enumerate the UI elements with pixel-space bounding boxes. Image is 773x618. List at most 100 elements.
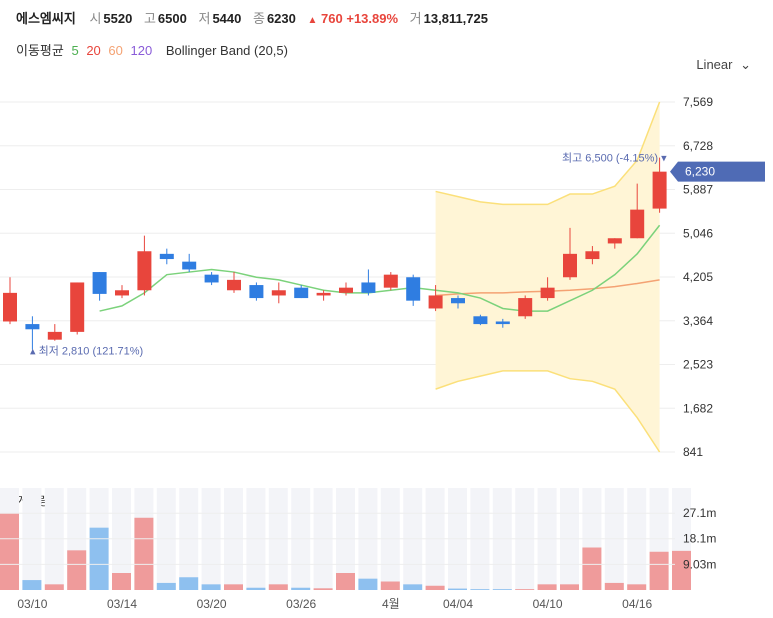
current-price-tag xyxy=(670,161,765,182)
candle-body xyxy=(227,279,241,291)
volume-bar xyxy=(291,587,311,590)
candle-body xyxy=(339,287,353,293)
volume-bar xyxy=(268,584,288,590)
volume-bar xyxy=(201,584,221,590)
y-tick-label: 5,046 xyxy=(683,226,713,240)
ma-legend: 이동평균 5 20 60 120 Bollinger Band (20,5) xyxy=(16,40,292,59)
y-tick-label: 2,523 xyxy=(683,358,713,372)
volume-bar xyxy=(0,513,19,590)
bollinger-toggle[interactable]: Bollinger Band (20,5) xyxy=(165,43,288,58)
candle-body xyxy=(70,282,85,332)
candle-body xyxy=(25,324,40,330)
low-annotation: ▴ 최저 2,810 (121.71%) xyxy=(30,345,143,358)
change-value: 760 xyxy=(321,11,343,26)
volume-bar xyxy=(89,527,109,590)
candle-body xyxy=(451,298,465,304)
candle-body xyxy=(406,277,421,301)
volume-bar xyxy=(403,584,423,590)
x-tick-label: 04/10 xyxy=(533,597,563,611)
candle-body xyxy=(3,292,17,322)
volume-bar xyxy=(134,517,154,590)
candle-body xyxy=(47,331,62,340)
volume-bar xyxy=(470,589,490,590)
volume-bar xyxy=(604,582,624,590)
candle-body xyxy=(607,238,622,244)
candle-body xyxy=(115,290,129,296)
scale-dropdown[interactable]: Linear ⌄ xyxy=(696,57,751,73)
open-label: 시 xyxy=(89,11,102,26)
candle-body xyxy=(294,287,309,299)
x-tick-label: 03/20 xyxy=(197,597,227,611)
candle-body xyxy=(473,316,488,325)
price-header: 에스엠씨지 시 5520 고 6500 저 5440 종 6230 ▲ 760 +13.… xyxy=(16,8,496,27)
high-annotation: 최고 6,500 (-4.15%) ▾ xyxy=(562,152,667,165)
close-label: 종 xyxy=(252,11,265,26)
candle-body xyxy=(518,298,533,317)
x-tick-label: 4월 xyxy=(382,597,400,611)
candle-body xyxy=(316,292,331,296)
volume-bar xyxy=(22,580,42,590)
volume-bar xyxy=(358,578,378,590)
low-label: 저 xyxy=(198,11,211,26)
y-tick-label: 3,364 xyxy=(683,314,713,328)
volume-bar xyxy=(627,584,647,590)
volume-bar xyxy=(224,584,243,590)
ma120-toggle[interactable]: 120 xyxy=(130,43,153,58)
volume-bar xyxy=(672,550,691,590)
x-tick-label: 03/10 xyxy=(17,597,47,611)
candle-body xyxy=(428,295,443,309)
volume-bar xyxy=(67,550,87,590)
candle-body xyxy=(182,261,197,270)
high-label: 고 xyxy=(143,11,156,26)
candle-body xyxy=(249,285,264,299)
volume-bar xyxy=(582,547,602,590)
volume-bar xyxy=(44,584,64,590)
volume-tick-label: 18.1m xyxy=(683,532,716,546)
candle-body xyxy=(585,251,600,260)
x-tick-label: 04/04 xyxy=(443,597,473,611)
ma5-toggle[interactable]: 5 xyxy=(71,43,79,58)
low-value: 5440 xyxy=(212,11,242,26)
candle-body xyxy=(563,253,577,278)
candle-body xyxy=(652,171,667,209)
volume-bar xyxy=(179,577,199,590)
close-value: 6230 xyxy=(266,11,296,26)
volume-tick-label: 27.1m xyxy=(683,506,716,520)
candle-body xyxy=(383,274,398,288)
volume-bar xyxy=(313,588,333,590)
volume-bar xyxy=(156,582,176,590)
volume-bar xyxy=(448,588,467,590)
bollinger-lower-line xyxy=(435,370,661,453)
candle-body xyxy=(92,272,107,294)
volume-bar xyxy=(246,587,266,590)
candle-body xyxy=(630,209,645,239)
volume-tick-label: 9.03m xyxy=(683,557,716,571)
y-tick-label: 841 xyxy=(683,445,703,459)
ma20-toggle[interactable]: 20 xyxy=(86,43,101,58)
y-tick-label: 4,205 xyxy=(683,270,713,284)
bollinger-band-area xyxy=(435,102,660,452)
candle-body xyxy=(540,287,555,299)
ma60-toggle[interactable]: 60 xyxy=(108,43,123,58)
ma-legend-title: 이동평균 xyxy=(16,43,64,58)
candle-body xyxy=(159,253,174,260)
candle-body xyxy=(271,290,286,296)
bollinger-upper-line xyxy=(435,101,661,206)
candle-body xyxy=(495,321,510,325)
volume-bar xyxy=(425,585,445,590)
volume-bar xyxy=(515,589,535,590)
ma5-line xyxy=(99,224,661,312)
volume-bar xyxy=(492,589,512,590)
change-percent: +13.89% xyxy=(346,11,399,26)
volume-bar xyxy=(649,551,669,590)
candle-body xyxy=(137,251,152,291)
y-tick-label: 7,569 xyxy=(683,95,713,109)
volume-bar xyxy=(336,573,355,590)
x-tick-label: 03/26 xyxy=(286,597,316,611)
volume-bar xyxy=(380,581,400,590)
chevron-down-icon: ⌄ xyxy=(740,57,751,72)
volume-bar xyxy=(112,573,131,590)
stock-name: 에스엠씨지 xyxy=(16,11,76,26)
volume-bar xyxy=(537,584,557,590)
